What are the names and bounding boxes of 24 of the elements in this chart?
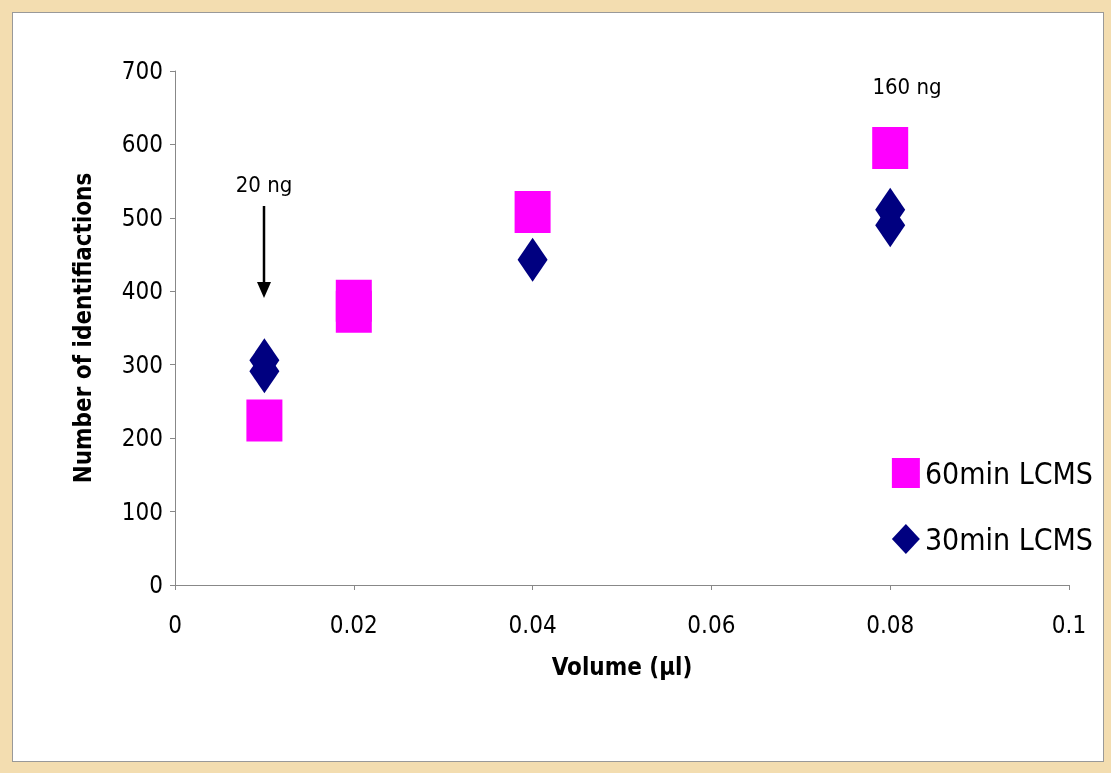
x-tick-label: 0.06: [687, 611, 736, 639]
y-tick-label: 200: [121, 424, 163, 453]
x-tick-label: 0: [168, 611, 182, 639]
x-axis-title: Volume (µl): [551, 653, 693, 681]
x-tick-label: 0.02: [329, 611, 378, 639]
legend-label: 30min LCMS: [924, 521, 1093, 557]
y-tick-label: 300: [121, 350, 163, 379]
y-axis-title: Number of identifiactions: [69, 172, 97, 484]
y-tick-label: 500: [121, 203, 163, 232]
point: [335, 290, 372, 333]
annotation: 20 ng: [235, 171, 293, 197]
y-tick-label: 400: [121, 277, 163, 306]
y-tick-label: 600: [121, 130, 163, 159]
annotation: 160 ng: [872, 73, 942, 99]
point: [872, 127, 909, 170]
point: [514, 190, 551, 233]
legend-label: 60min LCMS: [924, 455, 1093, 491]
x-tick-label: 0.08: [866, 611, 915, 639]
y-tick-label: 700: [121, 57, 163, 85]
y-tick-label: 100: [121, 497, 163, 526]
x-tick-label: 0.04: [508, 611, 557, 639]
y-tick-label: 0: [149, 571, 163, 599]
point: [246, 399, 283, 442]
x-tick-label: 0.1: [1051, 611, 1087, 639]
